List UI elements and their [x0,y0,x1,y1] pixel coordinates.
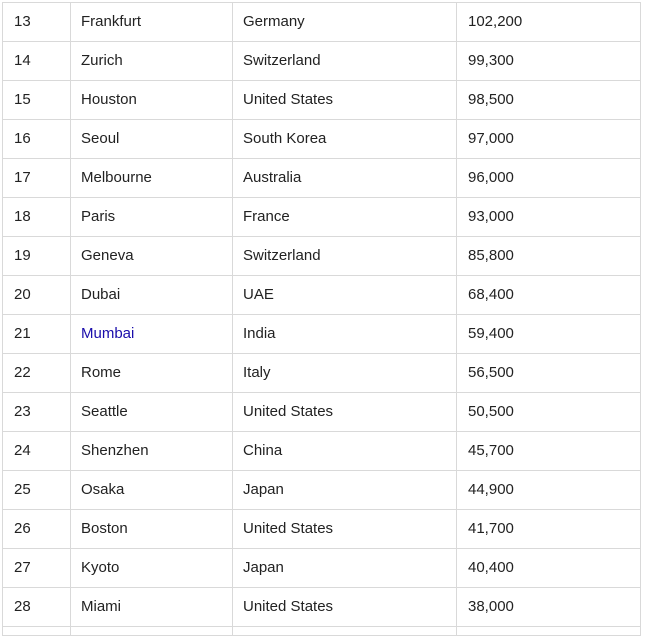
city-cell: Houston [70,80,233,120]
value-cell: 41,700 [456,509,641,549]
country-cell: Germany [232,2,457,42]
value-cell: 99,300 [456,41,641,81]
country-cell: India [232,314,457,354]
country-cell: Italy [232,353,457,393]
value-cell: 85,800 [456,236,641,276]
city-cell: Frankfurt [70,2,233,42]
table-row-partial [2,626,641,636]
country-cell: South Korea [232,119,457,159]
country-cell: Switzerland [232,236,457,276]
country-cell: China [232,431,457,471]
value-cell: 45,700 [456,431,641,471]
rank-cell: 16 [2,119,71,159]
table-row: 18 Paris France 93,000 [2,197,641,237]
rank-cell: 27 [2,548,71,588]
country-cell: UAE [232,275,457,315]
rank-cell: 26 [2,509,71,549]
country-cell: United States [232,587,457,627]
table-row: 19 Geneva Switzerland 85,800 [2,236,641,276]
country-cell: United States [232,392,457,432]
rank-cell: 25 [2,470,71,510]
city-cell: Melbourne [70,158,233,198]
rank-cell: 14 [2,41,71,81]
table-row: 28 Miami United States 38,000 [2,587,641,627]
country-cell: Japan [232,548,457,588]
rank-cell: 15 [2,80,71,120]
rank-cell-partial [2,626,71,636]
table-row: 16 Seoul South Korea 97,000 [2,119,641,159]
city-cell: Dubai [70,275,233,315]
rank-cell: 19 [2,236,71,276]
value-cell: 93,000 [456,197,641,237]
city-cell: Seattle [70,392,233,432]
country-cell: Japan [232,470,457,510]
table-row: 20 Dubai UAE 68,400 [2,275,641,315]
rank-cell: 21 [2,314,71,354]
value-cell: 56,500 [456,353,641,393]
country-cell: United States [232,80,457,120]
city-cell: Osaka [70,470,233,510]
table-row: 25 Osaka Japan 44,900 [2,470,641,510]
table-row: 22 Rome Italy 56,500 [2,353,641,393]
table-row: 21 Mumbai India 59,400 [2,314,641,354]
city-cell-partial [70,626,233,636]
value-cell: 59,400 [456,314,641,354]
table-row: 14 Zurich Switzerland 99,300 [2,41,641,81]
city-cell: Rome [70,353,233,393]
value-cell: 44,900 [456,470,641,510]
table-row: 17 Melbourne Australia 96,000 [2,158,641,198]
city-cell: Zurich [70,41,233,81]
value-cell: 98,500 [456,80,641,120]
rank-cell: 20 [2,275,71,315]
table-row: 24 Shenzhen China 45,700 [2,431,641,471]
city-link[interactable]: Mumbai [81,325,135,342]
value-cell: 96,000 [456,158,641,198]
value-cell-partial [456,626,641,636]
value-cell: 102,200 [456,2,641,42]
rank-cell: 22 [2,353,71,393]
city-cell: Miami [70,587,233,627]
city-cell: Boston [70,509,233,549]
value-cell: 50,500 [456,392,641,432]
city-cell: Geneva [70,236,233,276]
city-cell: Seoul [70,119,233,159]
table-row: 27 Kyoto Japan 40,400 [2,548,641,588]
country-cell: Switzerland [232,41,457,81]
country-cell: Australia [232,158,457,198]
country-cell: United States [232,509,457,549]
rank-cell: 24 [2,431,71,471]
city-cell: Mumbai [70,314,233,354]
rank-cell: 28 [2,587,71,627]
city-cell: Kyoto [70,548,233,588]
rank-cell: 18 [2,197,71,237]
table-row: 26 Boston United States 41,700 [2,509,641,549]
rank-cell: 17 [2,158,71,198]
country-cell-partial [232,626,457,636]
table-row: 15 Houston United States 98,500 [2,80,641,120]
value-cell: 68,400 [456,275,641,315]
table-row: 23 Seattle United States 50,500 [2,392,641,432]
country-cell: France [232,197,457,237]
rank-cell: 23 [2,392,71,432]
table-row: 13 Frankfurt Germany 102,200 [2,2,641,42]
city-cell: Shenzhen [70,431,233,471]
value-cell: 38,000 [456,587,641,627]
rank-cell: 13 [2,2,71,42]
city-cell: Paris [70,197,233,237]
value-cell: 40,400 [456,548,641,588]
value-cell: 97,000 [456,119,641,159]
